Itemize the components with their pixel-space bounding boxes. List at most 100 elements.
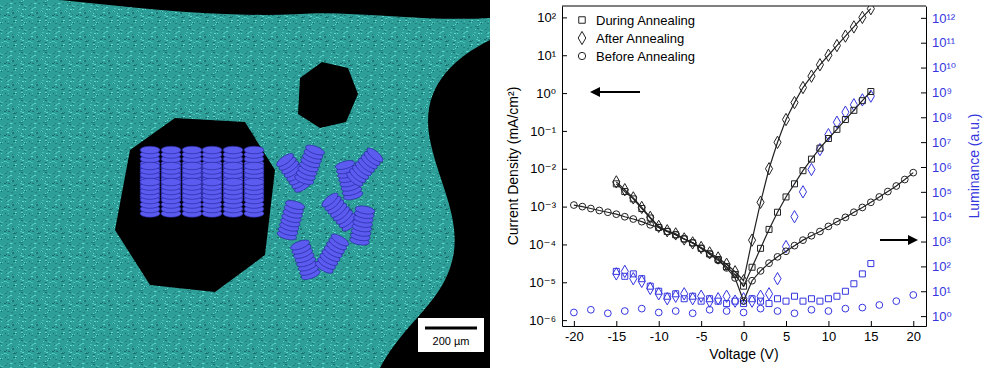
disc-stack	[140, 146, 160, 185]
data-point	[791, 211, 798, 223]
data-point	[783, 194, 789, 200]
y2-axis-tick-mark	[921, 217, 926, 218]
data-point	[681, 288, 688, 300]
y-axis-tick-label: 10⁰	[536, 86, 556, 101]
data-point	[647, 282, 654, 294]
series	[570, 169, 916, 304]
data-point	[851, 281, 857, 287]
data-point	[834, 126, 840, 132]
disc-stack	[289, 238, 321, 282]
disc	[182, 162, 202, 170]
y2-axis-line	[926, 7, 927, 327]
y-axis-tick-label: 10⁻⁶	[529, 313, 556, 328]
y2-axis-tick-label: 10¹²	[932, 11, 956, 26]
x-axis-tick-label: 5	[783, 329, 790, 344]
x-axis-tick-mark	[616, 321, 617, 326]
data-point	[766, 301, 772, 307]
data-point	[817, 228, 824, 235]
legend: During AnnealingAfter AnnealingBefore An…	[578, 13, 695, 64]
y2-axis-tick-label: 10⁶	[932, 160, 952, 175]
x-axis-tick: -20	[565, 321, 584, 344]
data-point	[587, 205, 594, 212]
data-point	[757, 290, 764, 302]
legend-marker	[578, 31, 586, 44]
y2-axis-tick: 10⁷	[921, 135, 951, 150]
data-point	[723, 290, 730, 302]
data-point	[621, 265, 628, 277]
disc-stack	[276, 199, 305, 242]
axis-arrow	[880, 235, 918, 245]
legend-label: After Annealing	[596, 31, 684, 46]
data-point	[808, 306, 815, 313]
data-point	[638, 305, 645, 312]
disc	[140, 162, 160, 170]
data-point	[672, 308, 679, 315]
y-axis-tick-label: 10⁻²	[530, 161, 556, 176]
y2-axis-title: Luminance (a.u.)	[966, 113, 982, 218]
disc	[304, 143, 325, 157]
data-point	[867, 199, 874, 206]
data-point	[715, 252, 722, 264]
series	[570, 292, 916, 317]
disc	[354, 205, 375, 216]
data-point	[689, 293, 696, 305]
disc	[244, 162, 264, 170]
y2-axis-tick-label: 10³	[932, 234, 951, 249]
data-point	[808, 296, 814, 302]
arrow-head	[590, 87, 600, 97]
data-point	[876, 302, 883, 309]
disc-stack	[345, 146, 385, 189]
data-point	[655, 309, 662, 316]
y-axis-tick: 10⁻³	[530, 199, 567, 214]
disc	[244, 178, 264, 186]
disc-stack	[244, 178, 264, 217]
y-axis-tick-label: 10⁻¹	[530, 124, 556, 139]
data-point	[808, 232, 815, 239]
data-point	[799, 186, 806, 198]
data-point	[630, 192, 637, 204]
data-point	[842, 288, 848, 294]
data-point	[647, 221, 654, 228]
void-region	[60, 0, 490, 19]
data-point	[825, 136, 831, 142]
data-point	[800, 298, 806, 304]
data-point	[859, 271, 865, 277]
disc	[365, 146, 385, 165]
data-point	[799, 81, 806, 93]
data-point	[791, 242, 798, 249]
data-point	[664, 228, 671, 235]
data-point	[800, 168, 806, 174]
y2-axis-tick-mark	[921, 18, 926, 19]
disc-stack	[244, 146, 264, 185]
y-axis-tick-label: 10²	[537, 10, 556, 25]
data-point	[698, 290, 705, 302]
data-point	[808, 163, 815, 175]
y2-axis-tick: 10⁵	[921, 184, 952, 199]
data-point	[621, 308, 628, 315]
data-point	[791, 310, 798, 317]
data-point	[765, 163, 772, 175]
y2-axis-tick: 10¹²	[921, 11, 956, 26]
data-point	[587, 306, 594, 313]
data-point	[749, 264, 755, 270]
data-point	[757, 196, 764, 208]
data-point	[901, 176, 908, 183]
disc-stack	[182, 146, 202, 185]
series-line	[616, 92, 871, 287]
x-axis-tick: -15	[607, 321, 626, 344]
data-point	[791, 96, 798, 108]
x-axis-tick-label: 10	[822, 329, 836, 344]
y-axis-tick: 10⁰	[536, 86, 567, 101]
disc	[161, 178, 181, 186]
data-point	[791, 181, 797, 187]
micrograph	[0, 0, 490, 368]
y-axis-tick: 10⁻⁵	[529, 275, 567, 290]
data-point	[859, 11, 866, 23]
data-point	[850, 99, 857, 111]
data-point	[664, 293, 671, 305]
data-point	[766, 260, 773, 267]
y2-axis-tick-mark	[921, 242, 926, 243]
y2-axis-tick-mark	[921, 142, 926, 143]
plot-frame-top	[562, 6, 926, 7]
disc	[244, 146, 264, 154]
